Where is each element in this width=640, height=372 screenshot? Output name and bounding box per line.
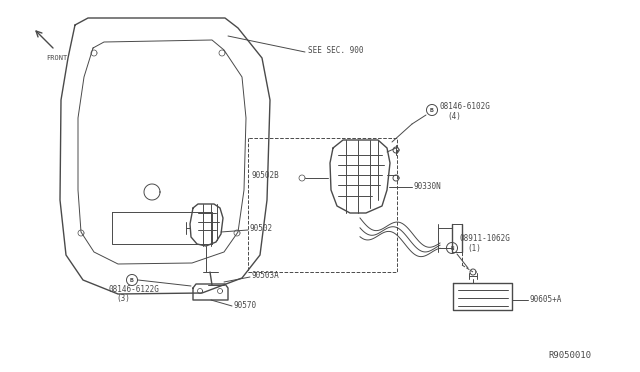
Text: N: N (451, 246, 454, 250)
Text: B: B (130, 278, 134, 282)
Text: R9050010: R9050010 (548, 352, 591, 360)
Text: 08911-1062G: 08911-1062G (460, 234, 511, 243)
Text: (3): (3) (116, 294, 130, 302)
Text: 90605+A: 90605+A (530, 295, 563, 304)
Text: 90502: 90502 (250, 224, 273, 232)
Text: 08146-6122G: 08146-6122G (108, 285, 159, 295)
Text: 90502B: 90502B (252, 170, 280, 180)
Text: 08146-6102G: 08146-6102G (440, 102, 491, 110)
Text: (4): (4) (447, 112, 461, 121)
Text: FRONT: FRONT (46, 55, 67, 61)
Text: 90503A: 90503A (252, 270, 280, 279)
Text: 90330N: 90330N (414, 182, 442, 190)
Text: (1): (1) (467, 244, 481, 253)
Text: B: B (430, 108, 434, 112)
Text: SEE SEC. 900: SEE SEC. 900 (308, 45, 364, 55)
Text: 90570: 90570 (234, 301, 257, 310)
